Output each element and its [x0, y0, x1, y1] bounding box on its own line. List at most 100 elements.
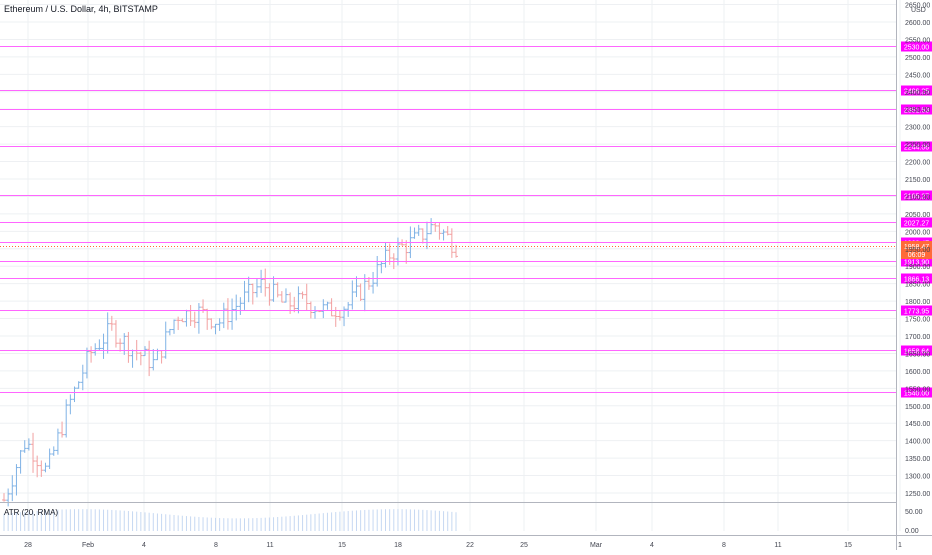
ohlc-bar [321, 299, 326, 319]
ohlc-bar [89, 346, 94, 363]
ohlc-bar [217, 318, 222, 331]
level-label: 1866.13 [904, 277, 929, 284]
ohlc-bar [433, 222, 438, 232]
ohlc-bar [84, 347, 89, 379]
ohlc-bar [383, 242, 388, 268]
ohlc-bar [113, 320, 118, 348]
ohlc-bar [375, 255, 380, 287]
ohlc-bar [47, 448, 52, 470]
horizontal-levels[interactable]: 2530.00 2406.25 2351.53 2244.06 2105.27 2027.… [0, 41, 932, 398]
ohlc-bar [221, 302, 226, 329]
price-tick-label: 2550.00 [905, 37, 930, 44]
ohlc-bar [72, 386, 77, 403]
ohlc-bar [105, 312, 110, 354]
price-tick-label: 1800.00 [905, 299, 930, 306]
price-tick-label: 1850.00 [905, 282, 930, 289]
ohlc-bar [420, 228, 425, 244]
ohlc-bar [64, 399, 69, 438]
level-label-bg [901, 190, 932, 201]
ohlc-bar [329, 298, 334, 317]
ohlc-bar [55, 428, 60, 455]
ohlc-bar [234, 294, 239, 321]
ohlc-bar [109, 315, 114, 331]
level-label: 1773.95 [904, 309, 929, 316]
price-tick-label: 2050.00 [905, 212, 930, 219]
level-label-bg [901, 141, 932, 152]
level-label: 2351.53 [904, 108, 929, 115]
ohlc-bars [2, 218, 458, 507]
ohlc-bar [225, 298, 230, 330]
ohlc-bar [296, 286, 301, 314]
time-tick-label: 25 [520, 542, 528, 549]
ohlc-bar [196, 303, 201, 334]
price-tick-label: 2650.00 [905, 3, 930, 10]
atr-tick-label: 50.00 [905, 509, 923, 516]
ohlc-bar [163, 321, 168, 359]
ohlc-bar [292, 296, 297, 313]
ohlc-bar [424, 221, 429, 250]
level-label-bg [901, 305, 932, 316]
ohlc-bar [18, 450, 23, 474]
ohlc-bar [358, 283, 363, 302]
time-tick-label: 1 [898, 542, 902, 549]
price-tick-label: 2350.00 [905, 107, 930, 114]
countdown-label: 06:09 [908, 252, 926, 259]
ohlc-bar [300, 291, 305, 299]
ohlc-bar [449, 228, 454, 258]
time-tick-label: 15 [338, 542, 346, 549]
ohlc-bar [429, 218, 434, 235]
price-tick-label: 1750.00 [905, 317, 930, 324]
price-tick-label: 2300.00 [905, 125, 930, 132]
ohlc-bar [337, 309, 342, 321]
ohlc-bar [441, 229, 446, 241]
ohlc-bar [333, 306, 338, 327]
ohlc-bar [342, 306, 347, 327]
symbol-title: Ethereum / U.S. Dollar, 4h, BITSTAMP [4, 4, 158, 14]
ohlc-bar [2, 493, 6, 502]
ohlc-bar [31, 432, 36, 473]
level-label: 2244.06 [904, 145, 929, 152]
ohlc-bar [101, 333, 106, 359]
ohlc-bar [76, 381, 81, 389]
ohlc-bar [362, 274, 367, 312]
price-tick-label: 1950.00 [905, 247, 930, 254]
price-tick-label: 2250.00 [905, 142, 930, 149]
level-label-bg [901, 104, 932, 115]
ohlc-bar [22, 440, 27, 453]
price-tick-label: 1700.00 [905, 334, 930, 341]
price-tick-label: 1350.00 [905, 456, 930, 463]
ohlc-bar [118, 338, 123, 352]
time-tick-label: 18 [394, 542, 402, 549]
ohlc-bar [51, 446, 56, 456]
grid [0, 0, 901, 531]
time-tick-label: 8 [214, 542, 218, 549]
time-axis[interactable]: 28 Feb 4 8 11 15 18 22 25 Mar 4 8 11 15 1 [24, 542, 902, 549]
price-tick-label: 1400.00 [905, 439, 930, 446]
ohlc-bar [10, 475, 15, 502]
ohlc-bar [350, 280, 355, 310]
last-price-badge [901, 241, 932, 259]
ohlc-bar [97, 339, 102, 351]
ohlc-bar [26, 438, 31, 451]
time-tick-label: 4 [142, 542, 146, 549]
ohlc-bar [308, 301, 313, 319]
level-label: 2105.27 [904, 194, 929, 201]
price-tick-label: 1450.00 [905, 421, 930, 428]
ohlc-bar [159, 350, 164, 364]
ohlc-bar [209, 318, 214, 330]
ohlc-bar [304, 283, 309, 311]
level-label: 1540.00 [904, 391, 929, 398]
ohlc-bar [283, 288, 288, 303]
ohlc-bar [43, 462, 48, 473]
price-tick-label: 2500.00 [905, 55, 930, 62]
ohlc-bar [39, 460, 44, 477]
ohlc-bar [147, 340, 152, 377]
price-tick-label: 1550.00 [905, 386, 930, 393]
ohlc-bar [445, 226, 450, 236]
ohlc-bar [366, 277, 371, 290]
ohlc-bar [238, 297, 243, 315]
ohlc-bar [230, 298, 235, 330]
